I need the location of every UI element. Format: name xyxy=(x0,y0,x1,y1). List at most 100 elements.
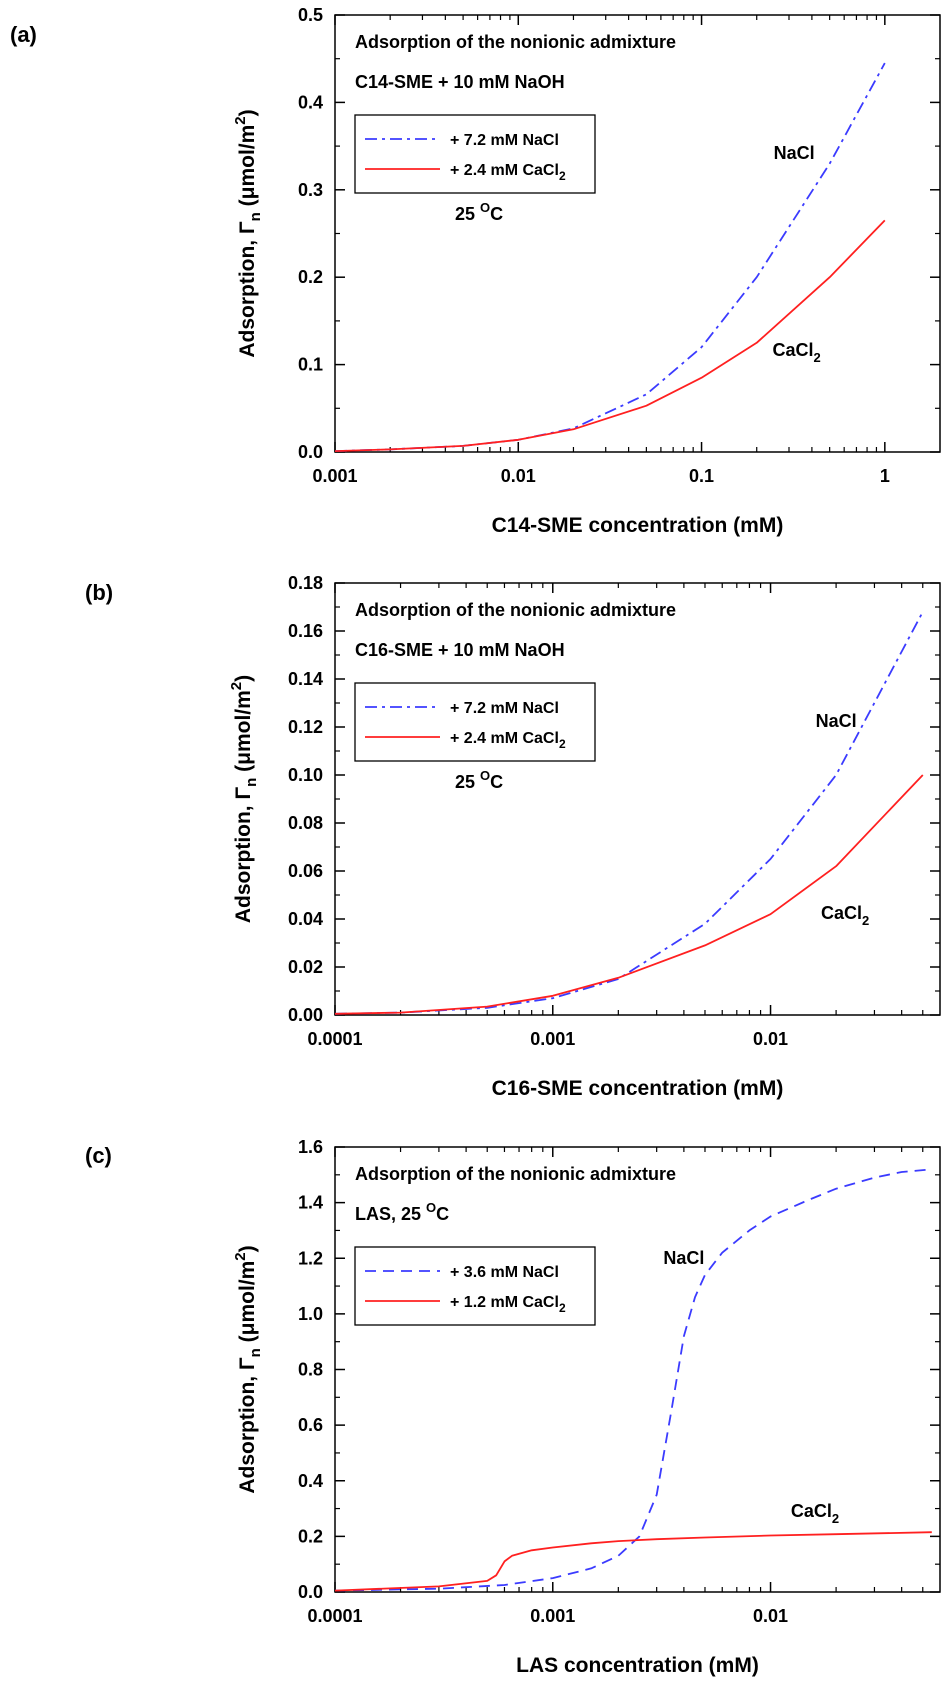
legend-label-sub: 2 xyxy=(559,1301,566,1315)
y-axis-title-close: ) xyxy=(236,1245,259,1252)
y-axis-title-main: Adsorption, Γ xyxy=(236,1357,259,1494)
y-tick-label: 0.4 xyxy=(298,92,323,112)
legend-label-sub: 2 xyxy=(559,737,566,751)
annotation-temperature-sup: O xyxy=(480,768,490,783)
chart-panel-c: (c) 0.0 0.2 0.4 0.6 0.8 1.0 1.2 1.4 1.6 0.0001 0.00… xyxy=(85,1137,941,1677)
y-tick-label: 0.8 xyxy=(298,1360,323,1380)
legend-box xyxy=(354,114,596,194)
y-tick-label: 0.1 xyxy=(298,355,323,375)
y-axis-title-sup: 2 xyxy=(232,116,249,124)
curve-label-cacl2: CaCl2 xyxy=(772,340,820,365)
legend-label-0: + 3.6 mM NaCl xyxy=(450,1264,559,1281)
annotation-title: Adsorption of the nonionic admixture xyxy=(355,32,676,52)
y-axis-title-main: Adsorption, Γ xyxy=(236,221,259,358)
series-line-1 xyxy=(334,1531,932,1592)
annotation-temperature-main: 25 xyxy=(455,204,480,224)
legend-label-main: + 2.4 mM CaCl xyxy=(450,162,559,179)
legend-label-0: + 7.2 mM NaCl xyxy=(450,700,559,717)
curve-label-nacl: NaCl xyxy=(663,1248,704,1268)
y-tick-label: 0.00 xyxy=(288,1005,323,1025)
panel-label: (c) xyxy=(85,1143,112,1168)
x-tick-label: 0.0001 xyxy=(307,1029,362,1049)
series-line-0 xyxy=(334,1168,932,1592)
curve-label-cacl2-main: CaCl xyxy=(821,903,862,923)
chart-panel-b: (b) 0.00 0.02 0.04 0.06 0.08 0.10 0.12 0.14 0.16 0… xyxy=(85,573,941,1100)
legend-label-main: + 2.4 mM CaCl xyxy=(450,730,559,747)
y-tick-label: 1.4 xyxy=(298,1193,323,1213)
y-tick-label: 0.2 xyxy=(298,267,323,287)
y-axis-title-sup: 2 xyxy=(232,1252,249,1260)
annotation-conditions: C16-SME + 10 mM NaOH xyxy=(355,640,565,660)
y-tick-label: 1.0 xyxy=(298,1304,323,1324)
series-line-1 xyxy=(334,219,886,452)
y-axis-title-sup: 2 xyxy=(228,682,245,690)
annotation-conditions: LAS, 25 OC xyxy=(355,1200,449,1224)
y-axis-title-units: (μmol/m xyxy=(232,690,255,778)
y-tick-label: 0.0 xyxy=(298,1582,323,1602)
x-tick-label: 0.01 xyxy=(753,1029,788,1049)
x-axis-title: C16-SME concentration (mM) xyxy=(492,1077,784,1100)
legend-label-main: + 7.2 mM NaCl xyxy=(450,132,559,149)
series-line-1 xyxy=(334,774,924,1015)
panel-label: (a) xyxy=(10,22,37,47)
y-tick-label: 0.02 xyxy=(288,957,323,977)
y-tick-label: 0.3 xyxy=(298,180,323,200)
annotation-conditions: C14-SME + 10 mM NaOH xyxy=(355,72,565,92)
y-tick-label: 0.4 xyxy=(298,1471,323,1491)
panel-label: (b) xyxy=(85,580,113,605)
y-tick-label: 0.2 xyxy=(298,1526,323,1546)
x-tick-label: 1 xyxy=(880,466,890,486)
y-axis-title-units: (μmol/m xyxy=(236,125,259,213)
legend-box xyxy=(354,682,596,762)
series-line-0 xyxy=(334,611,924,1015)
y-tick-label: 0.18 xyxy=(288,573,323,593)
annotation-temperature-main: 25 xyxy=(455,772,480,792)
annotation-temperature-unit: C xyxy=(490,772,503,792)
annotation-conditions-sup: O xyxy=(426,1200,436,1215)
y-tick-label: 0.06 xyxy=(288,861,323,881)
y-tick-label: 0.0 xyxy=(298,442,323,462)
y-axis-title: Adsorption, Γn (μmol/m2) xyxy=(232,109,264,357)
curve-label-cacl2: CaCl2 xyxy=(791,1501,839,1526)
x-tick-label: 0.01 xyxy=(753,1606,788,1626)
curve-label-cacl2-main: CaCl xyxy=(772,340,813,360)
y-axis-title-close: ) xyxy=(236,109,259,116)
y-tick-label: 0.5 xyxy=(298,5,323,25)
curve-label-cacl2-sub: 2 xyxy=(813,350,820,365)
annotation-conditions-main: LAS, 25 xyxy=(355,1204,426,1224)
annotation-title: Adsorption of the nonionic admixture xyxy=(355,1164,676,1184)
legend-label-1: + 2.4 mM CaCl2 xyxy=(450,730,566,751)
y-axis-title-sub: n xyxy=(247,1348,264,1357)
y-axis-title: Adsorption, Γn (μmol/m2) xyxy=(232,1245,264,1493)
x-axis-title: LAS concentration (mM) xyxy=(516,1654,759,1677)
y-tick-label: 0.08 xyxy=(288,813,323,833)
y-axis-title-units: (μmol/m xyxy=(236,1261,259,1349)
x-tick-label: 0.01 xyxy=(501,466,536,486)
annotation-temperature-sup: O xyxy=(480,200,490,215)
y-axis-title-close: ) xyxy=(232,675,255,682)
annotation-conditions-unit: C xyxy=(436,1204,449,1224)
y-tick-label: 0.10 xyxy=(288,765,323,785)
annotation-temperature-unit: C xyxy=(490,204,503,224)
y-axis-title-sub: n xyxy=(247,212,264,221)
legend-label-main: + 1.2 mM CaCl xyxy=(450,1294,559,1311)
legend-label-sub: 2 xyxy=(559,169,566,183)
curve-label-cacl2: CaCl2 xyxy=(821,903,869,928)
x-tick-label: 0.001 xyxy=(530,1029,575,1049)
legend-label-1: + 2.4 mM CaCl2 xyxy=(450,162,566,183)
legend-label-main: + 3.6 mM NaCl xyxy=(450,1264,559,1281)
series-line-0 xyxy=(334,62,886,452)
y-tick-label: 0.6 xyxy=(298,1415,323,1435)
legend-label-main: + 7.2 mM NaCl xyxy=(450,700,559,717)
x-tick-label: 0.001 xyxy=(312,466,357,486)
y-tick-label: 1.2 xyxy=(298,1248,323,1268)
x-tick-label: 0.0001 xyxy=(307,1606,362,1626)
curve-label-cacl2-sub: 2 xyxy=(832,1511,839,1526)
legend-label-0: + 7.2 mM NaCl xyxy=(450,132,559,149)
curve-label-nacl: NaCl xyxy=(774,143,815,163)
curve-label-cacl2-main: CaCl xyxy=(791,1501,832,1521)
legend-box xyxy=(354,1246,596,1326)
y-tick-label: 0.04 xyxy=(288,909,323,929)
curve-label-nacl: NaCl xyxy=(816,711,857,731)
